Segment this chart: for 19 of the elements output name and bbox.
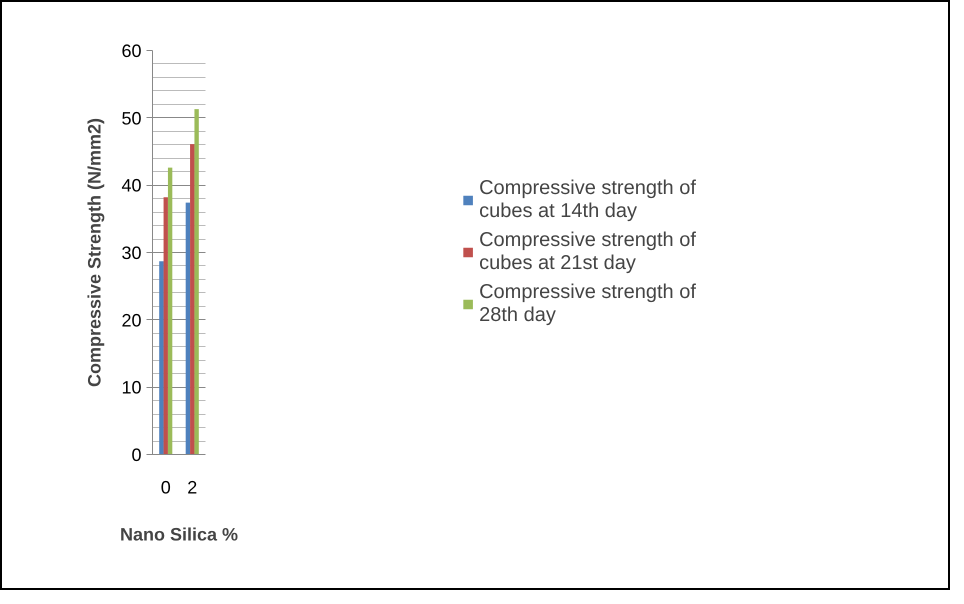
legend-label: Compressive strength of cubes at 14th day xyxy=(479,177,696,223)
bar xyxy=(159,261,164,454)
bar xyxy=(190,144,194,454)
y-tick-label: 10 xyxy=(121,378,142,398)
x-tick-label: 2 xyxy=(187,478,198,498)
x-axis-title: Nano Silica % xyxy=(120,524,238,544)
bar xyxy=(186,202,190,454)
y-tick-label: 40 xyxy=(121,176,142,196)
y-tick-label: 50 xyxy=(121,108,142,128)
y-axis-title: Compressive Strength (N/mm2) xyxy=(84,118,104,388)
bar xyxy=(168,168,172,454)
y-tick-label: 30 xyxy=(121,243,142,263)
y-tick-label: 60 xyxy=(121,41,142,61)
y-tick-label: 20 xyxy=(121,310,142,330)
bar xyxy=(194,109,199,454)
legend-label: Compressive strength of 28th day xyxy=(479,281,696,327)
y-tick-label: 0 xyxy=(131,445,142,465)
legend-label: Compressive strength of cubes at 21st day xyxy=(479,229,696,275)
bar xyxy=(164,197,168,454)
